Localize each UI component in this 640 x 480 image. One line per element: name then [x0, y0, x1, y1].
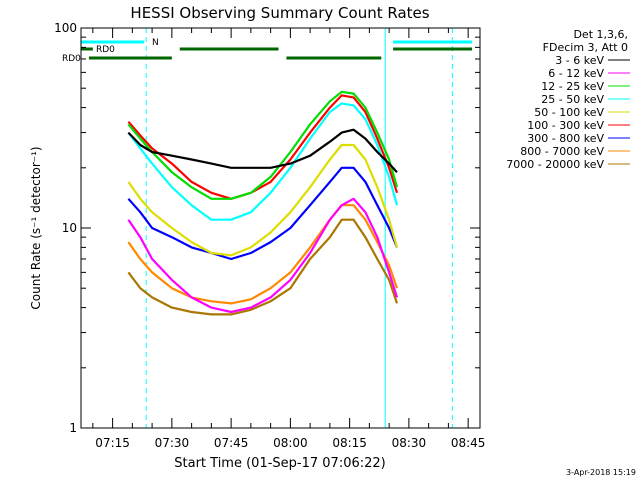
legend-label-2: 12 - 25 keV: [541, 80, 604, 93]
x-tick-label-5: 08:30: [392, 436, 427, 450]
y-tick-label-2: 100: [54, 21, 77, 35]
axes: 07:15 07:30 07:45 08:00 08:15 08:30 08:45 1 10 10…: [54, 21, 485, 450]
legend-header-1: FDecim 3, Att 0: [543, 41, 628, 54]
x-tick-label-6: 08:45: [451, 436, 486, 450]
flag-label-2: RD0: [62, 54, 81, 64]
series-line-5: [127, 94, 399, 200]
series-line-2: [127, 90, 399, 200]
x-tick-label-3: 08:00: [273, 436, 308, 450]
series-line-1: [127, 197, 399, 314]
y-axis-label: Count Rate (s⁻¹ detector⁻¹): [29, 146, 43, 309]
series-line-7: [127, 204, 399, 305]
x-tick-label-0: 07:15: [95, 436, 130, 450]
series-line-0: [127, 128, 398, 173]
footer-timestamp: 3-Apr-2018 15:19: [566, 468, 636, 477]
series-line-6: [127, 166, 399, 261]
series-line-3: [127, 102, 399, 221]
x-tick-label-2: 07:45: [214, 436, 249, 450]
series-line-4: [127, 143, 399, 257]
flag-label-1: RD0: [96, 45, 115, 55]
plot-area: N RD0 RD0: [62, 28, 473, 428]
y-tick-label-0: 1: [69, 421, 77, 435]
x-tick-label-4: 08:15: [332, 436, 367, 450]
chart-title: HESSI Observing Summary Count Rates: [130, 4, 429, 22]
flag-label-0: N: [152, 38, 159, 48]
legend-label-3: 25 - 50 keV: [541, 93, 604, 106]
legend-label-1: 6 - 12 keV: [548, 67, 604, 80]
legend-label-7: 800 - 7000 keV: [520, 145, 604, 158]
x-axis-label: Start Time (01-Sep-17 07:06:22): [174, 456, 385, 471]
legend-label-8: 7000 - 20000 keV: [506, 158, 604, 171]
legend-label-5: 100 - 300 keV: [527, 119, 604, 132]
legend-label-6: 300 - 800 keV: [527, 132, 604, 145]
series-line-8: [127, 218, 399, 316]
legend-header-0: Det 1,3,6,: [573, 28, 628, 41]
x-tick-label-1: 07:30: [155, 436, 190, 450]
legend-label-0: 3 - 6 keV: [555, 54, 604, 67]
y-tick-label-1: 10: [62, 221, 77, 235]
legend-label-4: 50 - 100 keV: [534, 106, 604, 119]
